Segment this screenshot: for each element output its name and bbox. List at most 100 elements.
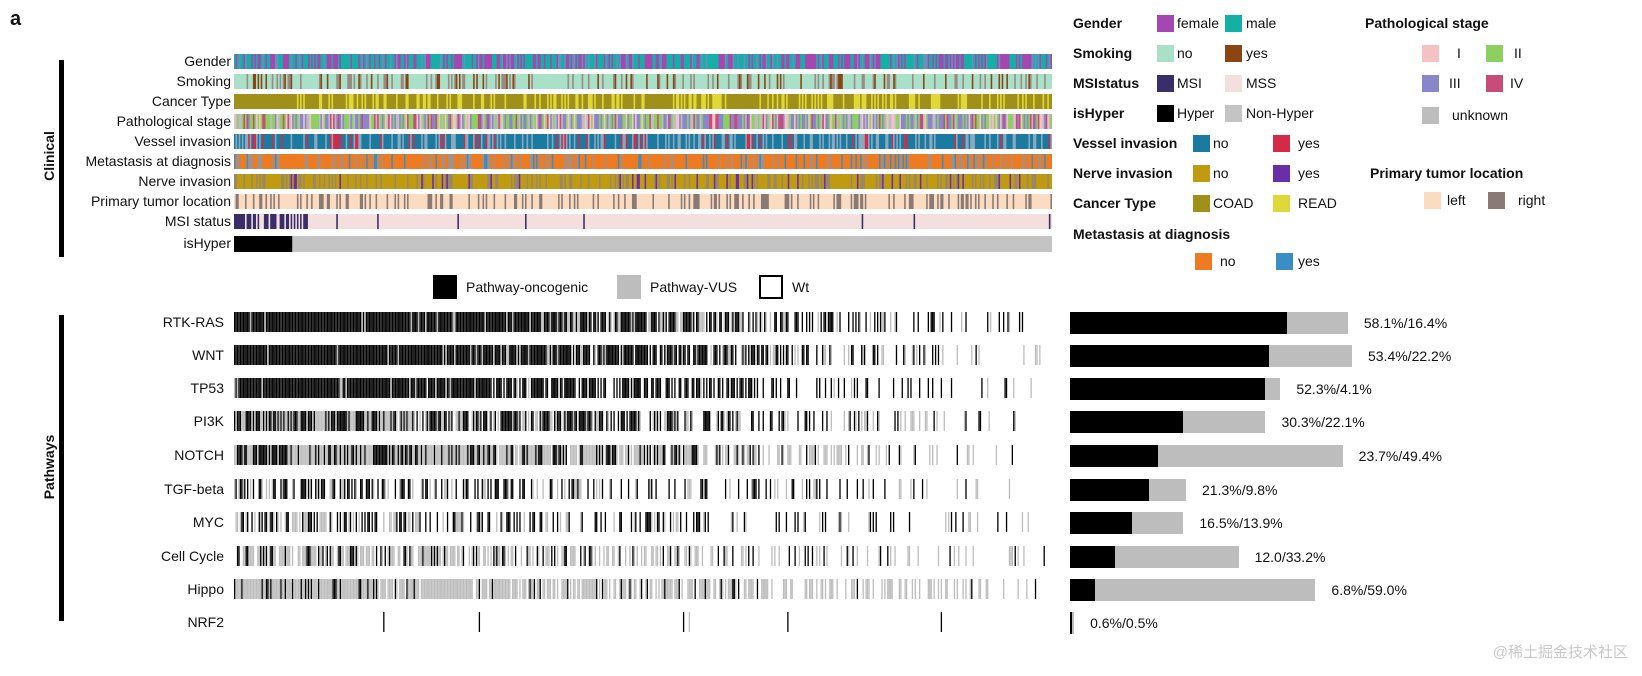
mutation-oncogenic: [719, 312, 721, 332]
mutation-oncogenic: [655, 378, 657, 398]
mutation-oncogenic: [543, 312, 546, 332]
cell-left: [979, 194, 985, 209]
mutation-oncogenic: [516, 411, 518, 431]
cell-unknown: [381, 134, 384, 149]
mutation-oncogenic: [236, 345, 239, 365]
cell-no: [367, 154, 372, 169]
mutation-oncogenic: [517, 312, 520, 332]
mutation-vus: [335, 411, 337, 431]
mutation-oncogenic: [268, 445, 271, 465]
cell-left: [301, 194, 307, 209]
mutation-oncogenic: [638, 312, 640, 332]
mutation-vus: [478, 546, 481, 566]
mutation-oncogenic: [610, 411, 612, 431]
cell-yes: [619, 174, 622, 189]
mutation-oncogenic: [436, 512, 439, 532]
mutation-oncogenic: [364, 445, 366, 465]
cell-COAD: [787, 94, 800, 109]
cell-unknown: [318, 114, 321, 129]
mutation-oncogenic: [361, 512, 363, 532]
cell-no: [981, 154, 984, 169]
mutation-vus: [423, 546, 426, 566]
mutation-vus: [881, 345, 883, 365]
mutation-oncogenic: [328, 312, 330, 332]
mutation-vus: [578, 445, 580, 465]
mutation-oncogenic: [584, 345, 586, 365]
cell-IV: [1029, 114, 1032, 129]
mutation-oncogenic: [368, 345, 370, 365]
cell-unknown: [864, 114, 867, 129]
cell-male: [753, 54, 757, 69]
cell-I: [992, 114, 995, 129]
cell-yes: [830, 74, 833, 89]
mutation-oncogenic: [407, 378, 410, 398]
cell-right: [734, 194, 740, 209]
mutation-vus: [546, 345, 549, 365]
cell-other: [462, 74, 466, 89]
mutation-vus: [342, 479, 344, 499]
mutation-oncogenic: [855, 312, 857, 332]
cell-no: [512, 174, 515, 189]
cell-III: [970, 114, 973, 129]
mutation-vus: [313, 579, 315, 599]
mutation-oncogenic: [613, 445, 615, 465]
cell-no: [499, 74, 502, 89]
mutation-oncogenic: [684, 312, 686, 332]
mutation-vus: [267, 445, 269, 465]
mutation-oncogenic: [262, 546, 265, 566]
mutation-vus: [433, 479, 436, 499]
cell-yes: [850, 154, 853, 169]
mutation-oncogenic: [361, 479, 363, 499]
mutation-oncogenic: [471, 445, 473, 465]
cell-unknown: [828, 134, 831, 149]
cell-no: [927, 174, 938, 189]
cell-no: [636, 134, 639, 149]
cell-I: [303, 114, 306, 129]
cell-III: [432, 114, 436, 129]
mutation-vus: [561, 579, 563, 599]
mutation-oncogenic: [300, 312, 302, 332]
cell-unknown: [496, 114, 499, 129]
mutation-vus: [464, 445, 466, 465]
mutation-vus: [668, 546, 670, 566]
mutation-oncogenic: [620, 345, 622, 365]
cell-no: [963, 74, 973, 89]
mutation-oncogenic: [247, 479, 249, 499]
cell-unknown: [526, 134, 529, 149]
mutation-oncogenic: [897, 411, 899, 431]
mutation-oncogenic: [283, 312, 285, 332]
mutation-oncogenic: [303, 345, 305, 365]
mutation-vus: [855, 411, 857, 431]
mutation-oncogenic: [304, 579, 307, 599]
cell-no: [487, 74, 496, 89]
mutation-oncogenic: [287, 512, 289, 532]
cell-unknown: [425, 114, 428, 129]
cell-yes: [306, 134, 309, 149]
cell-left: [399, 194, 405, 209]
cell-female: [727, 54, 733, 69]
mutation-vus: [675, 411, 678, 431]
mutation-oncogenic: [375, 411, 378, 431]
mutation-vus: [464, 579, 466, 599]
mutation-oncogenic: [752, 411, 754, 431]
cell-mix: [691, 54, 694, 69]
cell-female: [520, 54, 523, 69]
mutation-vus: [267, 411, 269, 431]
mutation-oncogenic: [808, 479, 811, 499]
mutation-vus: [648, 312, 650, 332]
mutation-oncogenic: [504, 312, 507, 332]
cell-male: [364, 54, 367, 69]
cell-no: [930, 154, 943, 169]
cell-left: [562, 194, 570, 209]
cell-unknown: [496, 134, 499, 149]
mutation-oncogenic: [260, 378, 262, 398]
mutation-oncogenic: [694, 579, 696, 599]
mutation-oncogenic: [648, 479, 650, 499]
mutation-vus: [454, 445, 456, 465]
mutation-vus: [525, 445, 527, 465]
cell-unknown: [468, 154, 472, 169]
mutation-oncogenic: [472, 345, 475, 365]
cell-unknown: [257, 154, 263, 169]
mutation-vus: [302, 445, 304, 465]
cell-no: [580, 154, 586, 169]
